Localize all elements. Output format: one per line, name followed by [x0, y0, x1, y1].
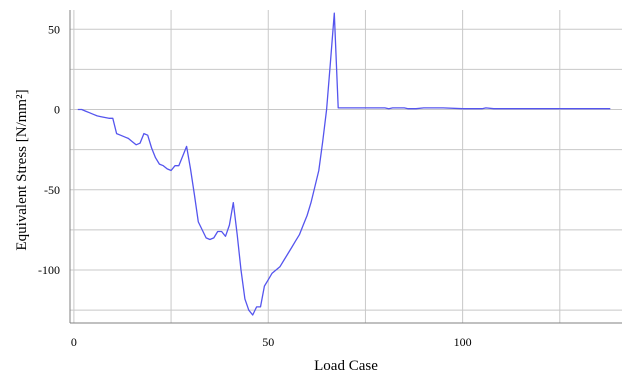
x-tick-label: 50	[262, 335, 274, 349]
y-tick-label: 0	[54, 103, 60, 117]
axis-layer	[69, 10, 622, 324]
grid-layer	[70, 10, 622, 323]
series-layer	[77, 12, 611, 316]
x-axis-title: Load Case	[314, 358, 378, 374]
tick-label-layer: 0 50 100 50 0 -50 -100	[38, 22, 472, 349]
y-tick-label: 50	[48, 22, 60, 36]
x-tick-label: 100	[454, 335, 472, 349]
x-tick-label: 0	[71, 335, 77, 349]
data-series-line	[77, 12, 611, 316]
y-tick-label: -50	[44, 183, 60, 197]
y-axis-title: Equivalent Stress [N/mm²]	[14, 89, 30, 250]
y-tick-label: -100	[38, 263, 60, 277]
